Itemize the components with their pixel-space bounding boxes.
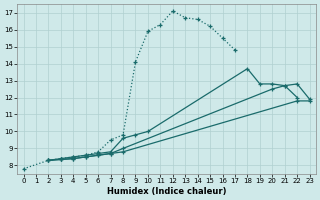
X-axis label: Humidex (Indice chaleur): Humidex (Indice chaleur) xyxy=(107,187,226,196)
